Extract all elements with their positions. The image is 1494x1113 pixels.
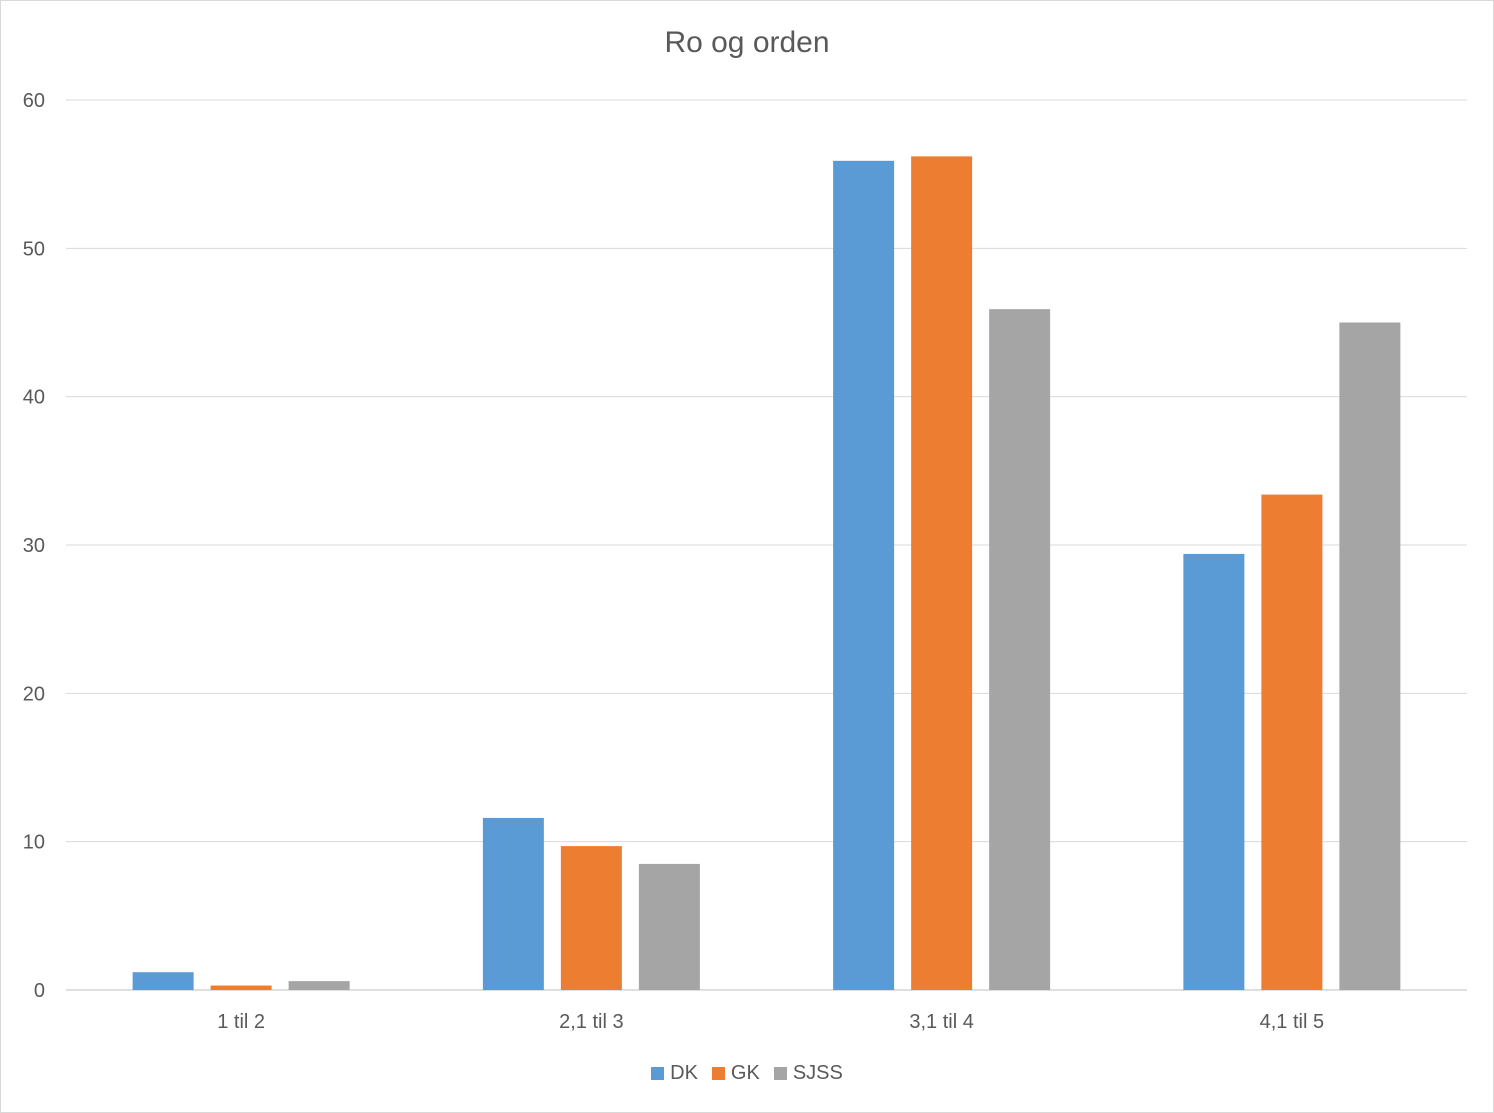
y-tick-label: 0	[34, 980, 45, 1002]
y-tick-label: 40	[23, 387, 45, 409]
x-tick-label: 2,1 til 3	[559, 1011, 623, 1033]
x-axis-ticks: 1 til 2 2,1 til 3 3,1 til 4 4,1 til 5	[217, 1011, 1324, 1033]
y-tick-label: 60	[23, 90, 45, 112]
x-tick-label: 4,1 til 5	[1260, 1011, 1324, 1033]
legend-item-gk: GK	[711, 1062, 760, 1085]
legend-swatch-sjss	[773, 1067, 787, 1080]
bar-sjss-2	[638, 863, 700, 990]
bars	[132, 156, 1401, 991]
legend-item-dk: DK	[651, 1062, 698, 1085]
legend-item-sjss: SJSS	[773, 1062, 843, 1085]
y-tick-label: 50	[23, 238, 45, 260]
legend-label-sjss: SJSS	[792, 1062, 843, 1084]
bar-gk-2	[560, 846, 622, 990]
bar-gk-4	[1261, 494, 1323, 990]
legend-swatch-gk	[711, 1067, 725, 1080]
bar-sjss-4	[1339, 322, 1401, 990]
bar-sjss-1	[288, 981, 350, 990]
legend-swatch-dk	[651, 1067, 665, 1080]
y-tick-label: 10	[23, 832, 45, 854]
legend-label-gk: GK	[730, 1062, 760, 1084]
chart-title: Ro og orden	[664, 26, 830, 59]
bar-gk-1	[210, 985, 272, 990]
bar-gk-3	[911, 156, 973, 990]
gridlines	[66, 99, 1467, 991]
x-tick-label: 1 til 2	[217, 1011, 265, 1033]
y-tick-label: 30	[23, 535, 45, 557]
y-axis-ticks: 0 10 20 30 40 50 60	[23, 90, 45, 1002]
bar-dk-3	[833, 160, 895, 991]
bar-dk-4	[1183, 553, 1245, 990]
legend-label-dk: DK	[670, 1062, 698, 1084]
y-tick-label: 20	[23, 683, 45, 705]
bar-dk-1	[132, 972, 194, 990]
bar-dk-2	[482, 817, 544, 990]
legend: DK GK SJSS	[0, 1062, 1494, 1085]
x-tick-label: 3,1 til 4	[909, 1011, 973, 1033]
bar-sjss-3	[989, 309, 1051, 990]
